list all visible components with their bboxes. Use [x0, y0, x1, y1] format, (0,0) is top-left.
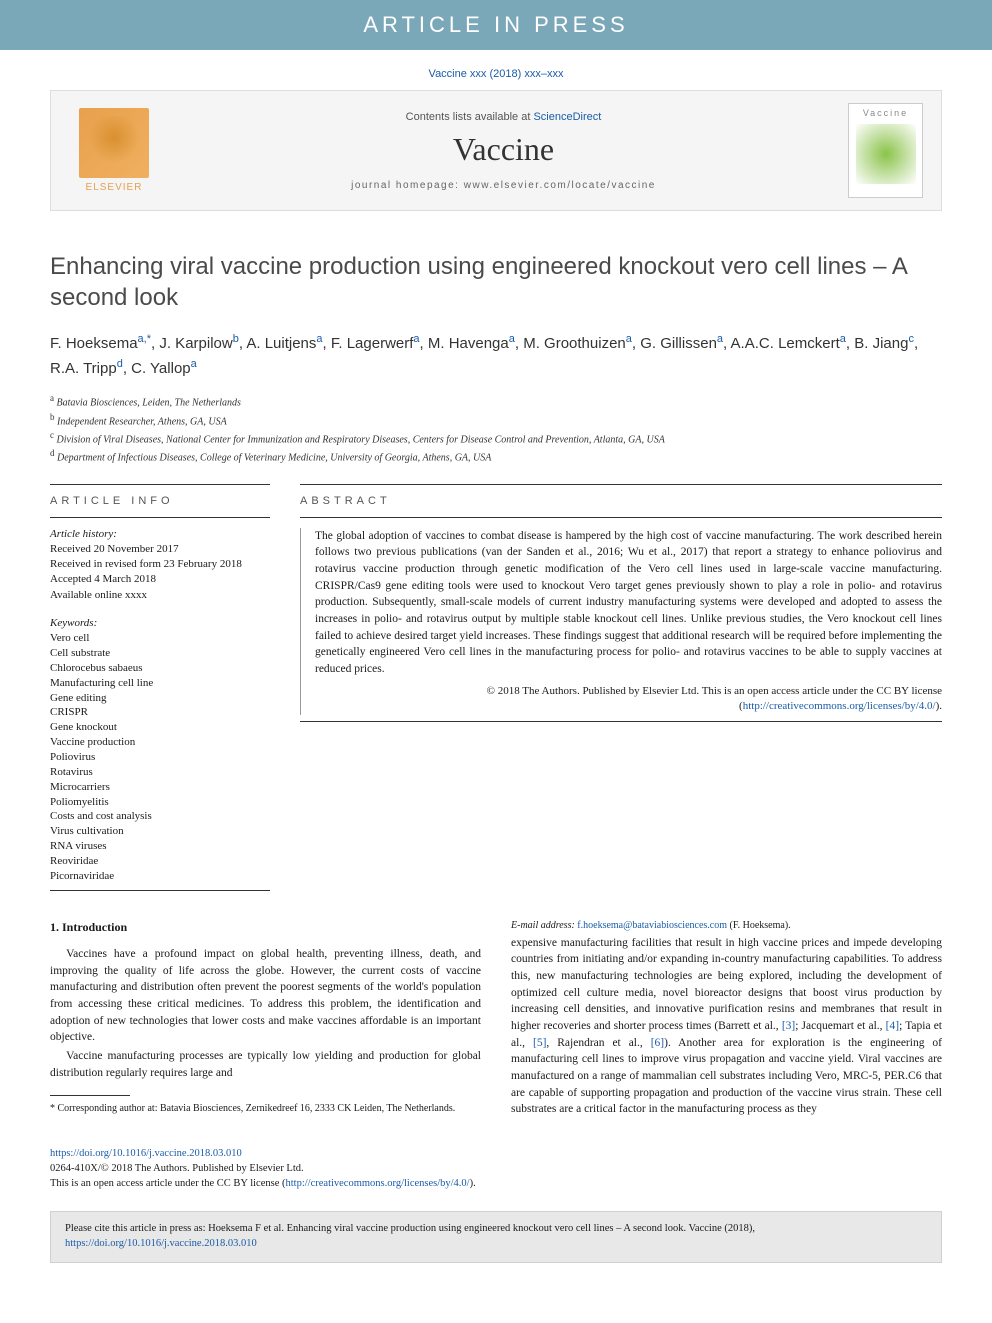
- corresponding-author-footnote: * Corresponding author at: Batavia Biosc…: [50, 1102, 481, 1116]
- ref-link[interactable]: [6]: [651, 1037, 664, 1049]
- history-label: Article history:: [50, 528, 270, 540]
- journal-name: Vaccine: [159, 131, 848, 168]
- affiliations: a Batavia Biosciences, Leiden, The Nethe…: [50, 392, 942, 465]
- article-info-heading: ARTICLE INFO: [50, 495, 270, 507]
- keyword: Picornaviridae: [50, 869, 270, 884]
- keyword: Virus cultivation: [50, 824, 270, 839]
- abstract-text: The global adoption of vaccines to comba…: [300, 528, 942, 715]
- section-heading: 1. Introduction: [50, 919, 481, 936]
- journal-cover: Vaccine: [848, 103, 923, 198]
- doi-block: https://doi.org/10.1016/j.vaccine.2018.0…: [0, 1139, 992, 1205]
- cover-image: [856, 124, 916, 184]
- sciencedirect-link[interactable]: ScienceDirect: [533, 111, 601, 123]
- keyword: Cell substrate: [50, 646, 270, 661]
- authors-list: F. Hoeksemaa,*, J. Karpilowb, A. Luitjen…: [50, 331, 942, 380]
- keyword: Rotavirus: [50, 765, 270, 780]
- citation-box: Please cite this article in press as: Ho…: [50, 1211, 942, 1262]
- keyword: Vero cell: [50, 631, 270, 646]
- journal-header: ELSEVIER Contents lists available at Sci…: [50, 90, 942, 211]
- affiliation: a Batavia Biosciences, Leiden, The Nethe…: [50, 392, 942, 410]
- ref-link[interactable]: [5]: [533, 1037, 546, 1049]
- body-text: 1. Introduction Vaccines have a profound…: [50, 919, 942, 1120]
- article-title: Enhancing viral vaccine production using…: [50, 251, 942, 313]
- body-paragraph: expensive manufacturing facilities that …: [511, 935, 942, 1118]
- history-item: Received in revised form 23 February 201…: [50, 557, 270, 572]
- history-item: Received 20 November 2017: [50, 542, 270, 557]
- keyword: Microcarriers: [50, 780, 270, 795]
- ref-link[interactable]: [3]: [782, 1020, 795, 1032]
- history-item: Accepted 4 March 2018: [50, 572, 270, 587]
- affiliation: d Department of Infectious Diseases, Col…: [50, 447, 942, 465]
- abstract-column: ABSTRACT The global adoption of vaccines…: [300, 484, 942, 891]
- affiliation: b Independent Researcher, Athens, GA, US…: [50, 411, 942, 429]
- keyword: Gene knockout: [50, 720, 270, 735]
- cover-label: Vaccine: [863, 108, 908, 118]
- affiliation: c Division of Viral Diseases, National C…: [50, 429, 942, 447]
- contents-line: Contents lists available at ScienceDirec…: [159, 111, 848, 123]
- article-info-column: ARTICLE INFO Article history: Received 2…: [50, 484, 270, 891]
- publisher-block: ELSEVIER: [69, 108, 159, 193]
- doi-link[interactable]: https://doi.org/10.1016/j.vaccine.2018.0…: [65, 1238, 257, 1249]
- license-link[interactable]: http://creativecommons.org/licenses/by/4…: [743, 700, 936, 712]
- keyword: RNA viruses: [50, 839, 270, 854]
- body-paragraph: Vaccines have a profound impact on globa…: [50, 946, 481, 1046]
- article-in-press-banner: ARTICLE IN PRESS: [0, 0, 992, 50]
- keyword: Poliomyelitis: [50, 795, 270, 810]
- email-footnote: E-mail address: f.hoeksema@bataviabiosci…: [511, 919, 942, 933]
- footnote-divider: [50, 1095, 130, 1096]
- keyword: Vaccine production: [50, 735, 270, 750]
- email-link[interactable]: f.hoeksema@bataviabiosciences.com: [577, 920, 727, 931]
- history-item: Available online xxxx: [50, 588, 270, 603]
- keyword: CRISPR: [50, 705, 270, 720]
- publisher-name: ELSEVIER: [86, 182, 143, 193]
- elsevier-logo: [79, 108, 149, 178]
- keywords-label: Keywords:: [50, 617, 270, 629]
- license-link[interactable]: http://creativecommons.org/licenses/by/4…: [286, 1178, 470, 1189]
- journal-homepage: journal homepage: www.elsevier.com/locat…: [159, 180, 848, 191]
- citation-line: Vaccine xxx (2018) xxx–xxx: [0, 50, 992, 90]
- keyword: Manufacturing cell line: [50, 676, 270, 691]
- ref-link[interactable]: [4]: [886, 1020, 899, 1032]
- keyword: Gene editing: [50, 691, 270, 706]
- keyword: Chlorocebus sabaeus: [50, 661, 270, 676]
- abstract-heading: ABSTRACT: [300, 495, 942, 507]
- doi-link[interactable]: https://doi.org/10.1016/j.vaccine.2018.0…: [50, 1148, 242, 1159]
- keyword: Costs and cost analysis: [50, 809, 270, 824]
- keyword: Reoviridae: [50, 854, 270, 869]
- body-paragraph: Vaccine manufacturing processes are typi…: [50, 1048, 481, 1081]
- keyword: Poliovirus: [50, 750, 270, 765]
